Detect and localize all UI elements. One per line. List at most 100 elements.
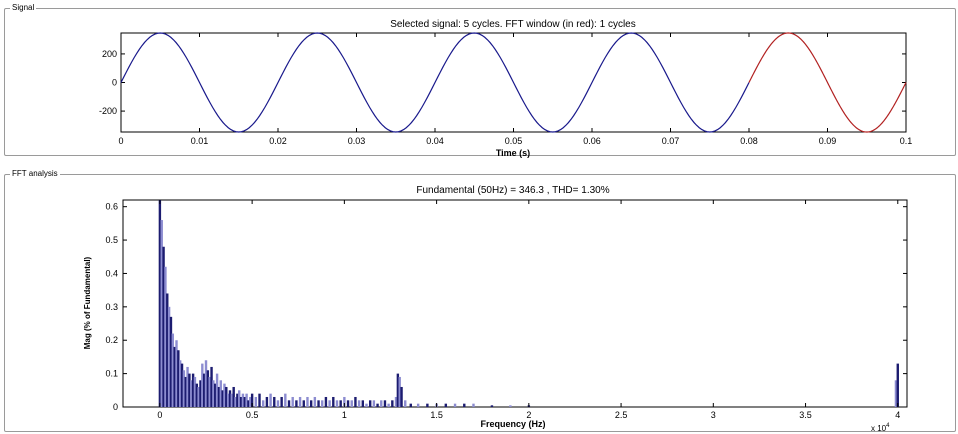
fft-bar: [215, 373, 219, 407]
fft-bar: [350, 400, 353, 407]
fft-bar: [162, 246, 165, 407]
fft-bar: [171, 333, 175, 407]
fft-bar: [206, 370, 210, 407]
fft-bar: [182, 370, 186, 407]
fft-bar: [313, 396, 317, 407]
signal-x-tick-label: 0.01: [191, 136, 209, 146]
fft-bar: [164, 266, 167, 407]
signal-y-tick-label: 200: [102, 49, 117, 59]
fft-bar: [230, 393, 234, 407]
fft-bar: [173, 346, 176, 407]
fft-bar: [250, 393, 254, 407]
fft-bar: [214, 383, 217, 407]
signal-x-axis-label: Time (s): [496, 148, 530, 158]
fft-x-tick-label: 3: [711, 410, 716, 420]
fft-bar: [376, 403, 379, 407]
signal-panel-title: Signal: [10, 3, 37, 13]
fft-bar: [387, 403, 390, 407]
fft-y-axis-label: Mag (% of Fundamental): [83, 256, 92, 349]
fft-x-tick-label: 1.5: [430, 410, 443, 420]
fft-bar: [180, 363, 184, 407]
fft-x-axis-label: Frequency (Hz): [480, 419, 545, 429]
fft-bar: [190, 380, 193, 407]
fft-bar: [178, 360, 182, 407]
fft-x-tick-label: 0: [157, 410, 162, 420]
fft-bar: [232, 386, 235, 407]
fft-bar: [416, 403, 420, 407]
fft-bar: [241, 393, 245, 407]
fft-bar: [228, 390, 232, 407]
fft-bar: [380, 400, 383, 407]
fft-bar: [269, 393, 272, 407]
fft-bar: [245, 393, 248, 407]
fft-bar: [354, 396, 357, 407]
fft-bar: [204, 360, 208, 407]
fft-bar: [280, 396, 283, 407]
fft-bar: [167, 306, 171, 407]
fft-bar: [383, 400, 387, 407]
fft-bar: [295, 400, 298, 407]
fft-bar: [169, 316, 173, 407]
fft-bar: [365, 403, 368, 407]
fft-bar: [258, 393, 261, 407]
fft-bar: [193, 376, 197, 407]
signal-x-tick-label: 0.07: [662, 136, 680, 146]
fft-bar: [302, 400, 305, 407]
fft-bar: [184, 376, 187, 407]
fft-plot-frame: [122, 199, 908, 408]
signal-x-tick-label: 0.06: [583, 136, 601, 146]
fft-bar: [368, 400, 372, 407]
fft-bar: [273, 396, 276, 407]
signal-x-tick-label: 0.03: [348, 136, 366, 146]
fft-bar: [202, 373, 206, 407]
fft-bar: [298, 396, 302, 407]
signal-x-tick-label: 0.05: [505, 136, 523, 146]
signal-chart: Selected signal: 5 cycles. FFT window (i…: [99, 19, 912, 158]
fft-bar: [896, 363, 899, 407]
fft-bar: [175, 340, 178, 407]
fft-x-multiplier-exponent: 4: [886, 423, 890, 429]
fft-bar: [391, 400, 394, 407]
fft-y-tick-label: 0.4: [105, 268, 118, 278]
fft-bar: [262, 400, 265, 407]
fft-y-tick-label: 0.3: [105, 302, 118, 312]
fft-bar: [472, 403, 475, 407]
fft-bar: [346, 400, 350, 407]
fft-bar: [158, 200, 162, 407]
fft-bar: [444, 403, 448, 407]
fft-bar: [509, 405, 512, 407]
fft-bar: [284, 393, 287, 407]
fft-bar: [453, 403, 457, 407]
fft-bar: [239, 396, 243, 407]
fft-bar: [339, 400, 342, 407]
fft-bar: [265, 396, 269, 407]
fft-x-tick-label: 4: [895, 410, 900, 420]
fft-bar: [324, 396, 328, 407]
fft-bar: [219, 380, 222, 407]
fft-y-tick-label: 0: [113, 402, 118, 412]
fft-chart-title: Fundamental (50Hz) = 346.3 , THD= 1.30%: [416, 185, 609, 196]
fft-x-tick-label: 2: [526, 410, 531, 420]
fft-bar: [398, 376, 401, 407]
fft-panel-title: FFT analysis: [10, 169, 60, 179]
signal-y-tick-label: -200: [99, 106, 117, 116]
signal-y-tick-label: 0: [112, 78, 117, 88]
fft-bar: [396, 373, 400, 407]
signal-x-tick-label: 0.08: [740, 136, 758, 146]
fft-bar: [236, 393, 239, 407]
signal-x-tick-label: 0.02: [269, 136, 287, 146]
fft-bar: [254, 396, 258, 407]
fft-bar: [404, 400, 407, 407]
fft-bar: [188, 373, 191, 407]
fft-bar: [191, 373, 195, 407]
fft-bar: [321, 400, 324, 407]
fft-bar: [335, 400, 339, 407]
fft-bar: [208, 376, 211, 407]
fft-bar: [309, 400, 313, 407]
fft-window-series-line: [748, 32, 907, 133]
signal-x-tick-label: 0.04: [426, 136, 444, 146]
fft-bar: [400, 386, 403, 407]
fft-bar: [247, 400, 250, 407]
fft-bar: [287, 400, 291, 407]
